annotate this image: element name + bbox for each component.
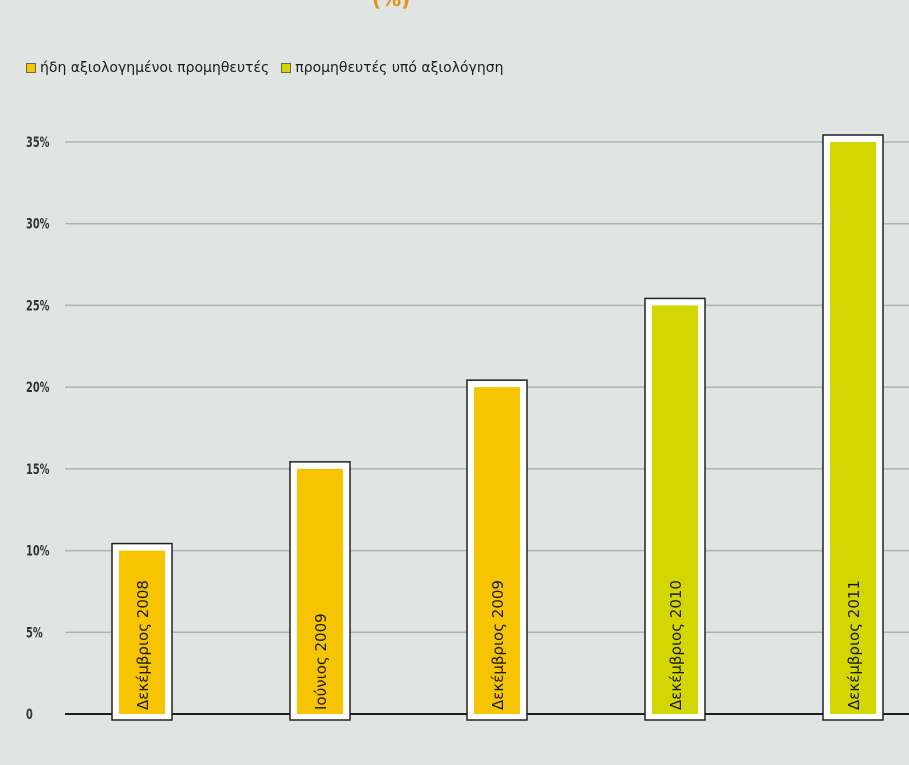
legend-label-under-evaluation: προμηθευτές υπό αξιολόγηση — [295, 60, 504, 76]
bar — [474, 387, 520, 714]
bar — [119, 550, 165, 714]
bar-category-label: Δεκέμβριος 2009 — [489, 580, 507, 710]
legend-item-under-evaluation: προμηθευτές υπό αξιολόγηση — [281, 60, 503, 76]
chart-title-fragment: (%) — [372, 0, 410, 11]
legend: ήδη αξιολογημένοι προμηθευτές προμηθευτέ… — [26, 60, 515, 76]
y-tick-label: 0 — [26, 706, 33, 723]
bar — [297, 468, 343, 714]
legend-swatch-under-evaluation — [281, 63, 292, 73]
y-tick-label: 30% — [26, 215, 50, 232]
y-tick-label: 25% — [26, 297, 50, 314]
chart-title-text: (%) — [372, 0, 410, 11]
legend-swatch-evaluated — [26, 63, 36, 73]
bar-category-label: Δεκέμβριος 2008 — [134, 580, 152, 710]
y-tick-label: 20% — [26, 379, 50, 396]
y-tick-label: 35% — [26, 134, 50, 151]
bar-category-label: Δεκέμβριος 2011 — [845, 580, 863, 710]
legend-item-evaluated: ήδη αξιολογημένοι προμηθευτές — [26, 60, 269, 76]
bar-category-label: Δεκέμβριος 2010 — [667, 580, 685, 710]
legend-label-evaluated: ήδη αξιολογημένοι προμηθευτές — [40, 60, 270, 76]
y-tick-label: 5% — [26, 624, 43, 641]
y-tick-label: 15% — [26, 460, 50, 477]
bar-category-label: Ιούνιος 2009 — [312, 613, 330, 710]
bar — [652, 305, 698, 714]
bar — [830, 142, 876, 714]
y-tick-label: 10% — [26, 542, 50, 559]
